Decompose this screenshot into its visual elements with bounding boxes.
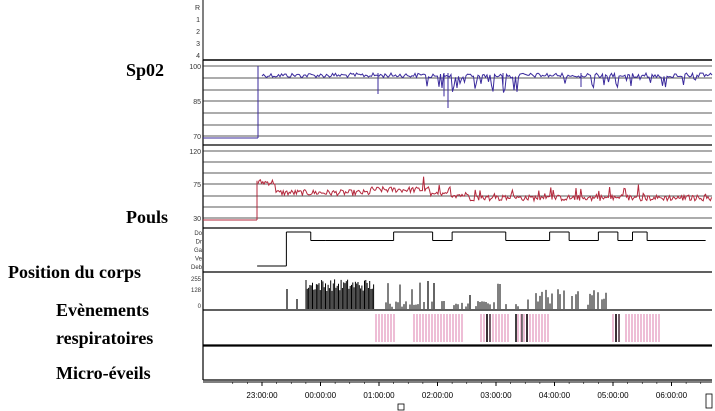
events-tick-label: 255 — [191, 277, 202, 283]
arousal-band — [643, 314, 645, 342]
arousal-band — [655, 314, 657, 342]
arousal-band — [452, 314, 454, 342]
arousal-band — [416, 314, 418, 342]
position-tick-label: Dr — [196, 240, 202, 246]
arousal-band — [443, 314, 445, 342]
arousal-band — [449, 314, 451, 342]
time-tick-label: 04:00:00 — [539, 391, 571, 400]
arousal-band — [419, 314, 421, 342]
arousal-band — [437, 314, 439, 342]
arousal-band — [649, 314, 651, 342]
pouls-series — [257, 176, 713, 203]
time-tick-label: 23:00:00 — [246, 391, 278, 400]
label-events-line2: respiratoires — [56, 328, 154, 348]
arousal-band — [434, 314, 436, 342]
time-tick-label: 02:00:00 — [422, 391, 454, 400]
arousal-band — [387, 314, 389, 342]
arousal-band — [375, 314, 377, 342]
label-position: Position du corps — [8, 262, 142, 282]
time-marker — [397, 403, 405, 411]
arousal-band — [538, 314, 540, 342]
arousal-band — [440, 314, 442, 342]
arousal-band — [495, 314, 497, 342]
top-panel-tick-label: 3 — [196, 41, 200, 48]
arousal-band — [529, 314, 531, 342]
position-tick-label: Do — [194, 231, 202, 237]
arousal-band — [390, 314, 392, 342]
arousal-band — [480, 314, 482, 342]
top-panel-tick-label: R — [195, 5, 200, 12]
arousal-band — [422, 314, 424, 342]
arousal-band — [637, 314, 639, 342]
arousal-band — [520, 314, 522, 342]
arousal-band — [625, 314, 627, 342]
time-tick-label: 03:00:00 — [480, 391, 512, 400]
time-tick-label: 00:00:00 — [305, 391, 337, 400]
arousal-band — [381, 314, 383, 342]
position-tick-label: Deb — [191, 265, 203, 271]
arousal-band — [425, 314, 427, 342]
arousal-band — [612, 314, 614, 342]
arousal-band — [523, 314, 525, 342]
time-tick-label: 06:00:00 — [656, 391, 688, 400]
arousal-band — [483, 314, 485, 342]
arousal-band — [544, 314, 546, 342]
spo2-tick-label: 100 — [189, 64, 201, 71]
arousal-band — [492, 314, 494, 342]
events-tick-label: 128 — [191, 288, 202, 294]
label-spo2: Sp02 — [126, 60, 165, 80]
top-panel-tick-label: 2 — [196, 29, 200, 36]
pouls-tick-label: 120 — [189, 149, 201, 156]
top-panel-tick-label: 4 — [196, 53, 200, 60]
arousal-band — [634, 314, 636, 342]
arousal-band — [628, 314, 630, 342]
arousal-band — [658, 314, 660, 342]
label-events-line1: Evènements — [56, 300, 149, 320]
arousal-band — [535, 314, 537, 342]
arousal-band — [413, 314, 415, 342]
position-tick-label: Ga — [194, 248, 203, 254]
top-panel-tick-label: 1 — [196, 17, 200, 24]
arousal-band — [646, 314, 648, 342]
position-tick-label: Ve — [195, 257, 203, 263]
pouls-tick-label: 30 — [193, 216, 201, 223]
arousal-band — [393, 314, 395, 342]
arousal-band — [461, 314, 463, 342]
events-tick-label: 0 — [198, 304, 202, 310]
arousal-band — [428, 314, 430, 342]
spo2-tick-label: 70 — [193, 134, 201, 141]
pouls-tick-label: 75 — [193, 182, 201, 189]
arousal-band — [631, 314, 633, 342]
arousal-band — [532, 314, 534, 342]
arousal-band — [446, 314, 448, 342]
arousal-band — [431, 314, 433, 342]
arousal-band — [455, 314, 457, 342]
label-pouls: Pouls — [126, 207, 169, 227]
arousal-band — [541, 314, 543, 342]
arousal-band — [640, 314, 642, 342]
arousal-band — [507, 314, 509, 342]
label-micro: Micro-éveils — [56, 363, 151, 383]
arousal-band — [652, 314, 654, 342]
arousal-band — [517, 314, 519, 342]
time-tick-label: 05:00:00 — [597, 391, 629, 400]
arousal-band — [378, 314, 380, 342]
spo2-series — [261, 71, 713, 93]
arousal-band — [504, 314, 506, 342]
arousal-band — [498, 314, 500, 342]
arousal-band — [384, 314, 386, 342]
time-tick-label: 01:00:00 — [363, 391, 395, 400]
spo2-tick-label: 85 — [193, 99, 201, 106]
arousal-band — [547, 314, 549, 342]
arousal-band — [501, 314, 503, 342]
time-marker — [705, 393, 713, 409]
arousal-band — [458, 314, 460, 342]
